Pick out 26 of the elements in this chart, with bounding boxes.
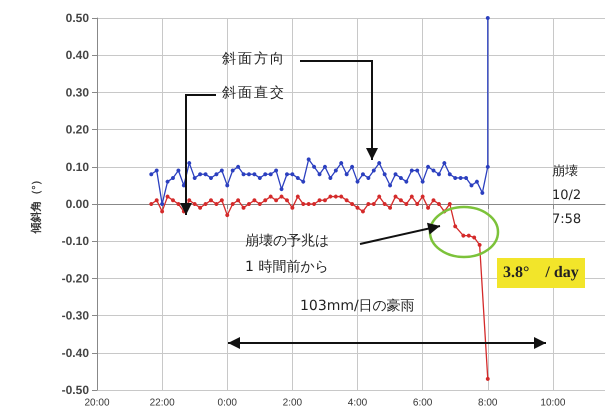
text: 斜面直交 — [222, 84, 286, 103]
annotation: 崩壊の予兆は 1 時間前から — [245, 232, 329, 277]
x-tick-label: 10:00 — [540, 398, 566, 408]
y-tick-label: 0.30 — [66, 85, 90, 100]
x-tick-label: 6:00 — [412, 398, 433, 408]
annotation: 崩壊 10/2 7:58 — [552, 163, 582, 229]
y-tick-label: -0.30 — [62, 308, 90, 323]
text: 斜面方向 — [222, 50, 286, 69]
y-tick-label: 0.00 — [66, 197, 90, 211]
x-tick-label: 4:00 — [348, 398, 368, 408]
y-tick-label: 0.20 — [66, 122, 90, 137]
x-tick-label: 8:00 — [478, 398, 498, 408]
y-tick-label: 0.40 — [66, 48, 90, 62]
x-tick-label: 2:00 — [282, 398, 303, 408]
y-tick-label: 0.10 — [66, 160, 90, 174]
x-tick-label: 0:00 — [218, 398, 238, 408]
x-tick-label: 20:00 — [84, 398, 110, 408]
annotation: 3.8° / day — [497, 258, 585, 288]
y-tick-label: -0.50 — [62, 383, 90, 397]
y-tick-label: -0.20 — [62, 271, 90, 286]
x-tick-label: 22:00 — [150, 398, 176, 408]
y-tick-label: 0.50 — [66, 11, 90, 25]
y-axis-title: 傾斜角（°） — [30, 174, 42, 235]
annotation: 103mm/日の豪雨 — [300, 297, 415, 316]
y-tick-label: -0.40 — [62, 346, 90, 360]
y-tick-label: -0.10 — [62, 234, 90, 248]
